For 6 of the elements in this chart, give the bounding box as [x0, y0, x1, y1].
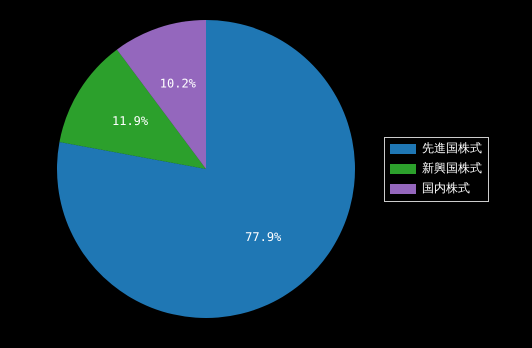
legend-label: 先進国株式: [422, 141, 482, 156]
legend-label: 新興国株式: [422, 161, 482, 176]
data-label: 77.9%: [245, 230, 282, 244]
data-label: 11.9%: [112, 114, 149, 128]
data-label: 10.2%: [160, 76, 197, 90]
legend-label: 国内株式: [422, 181, 470, 196]
